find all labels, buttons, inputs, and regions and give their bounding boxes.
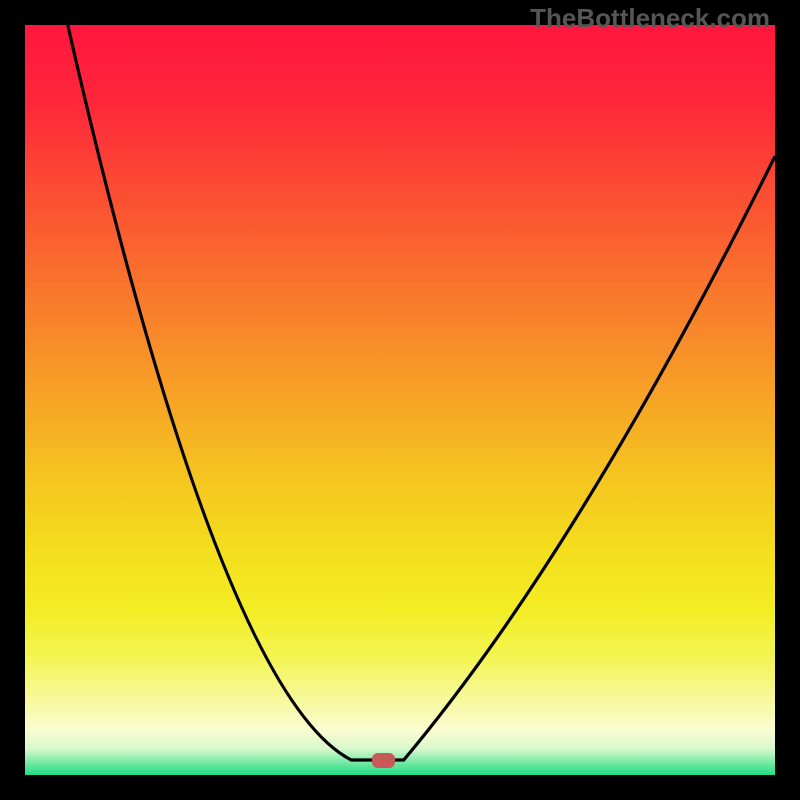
minimum-marker [372, 753, 395, 768]
watermark-text: TheBottleneck.com [530, 3, 770, 33]
plot-area [25, 25, 775, 775]
chart-frame: TheBottleneck.com [0, 0, 800, 800]
v-curve [25, 25, 775, 775]
watermark: TheBottleneck.com [530, 3, 770, 34]
